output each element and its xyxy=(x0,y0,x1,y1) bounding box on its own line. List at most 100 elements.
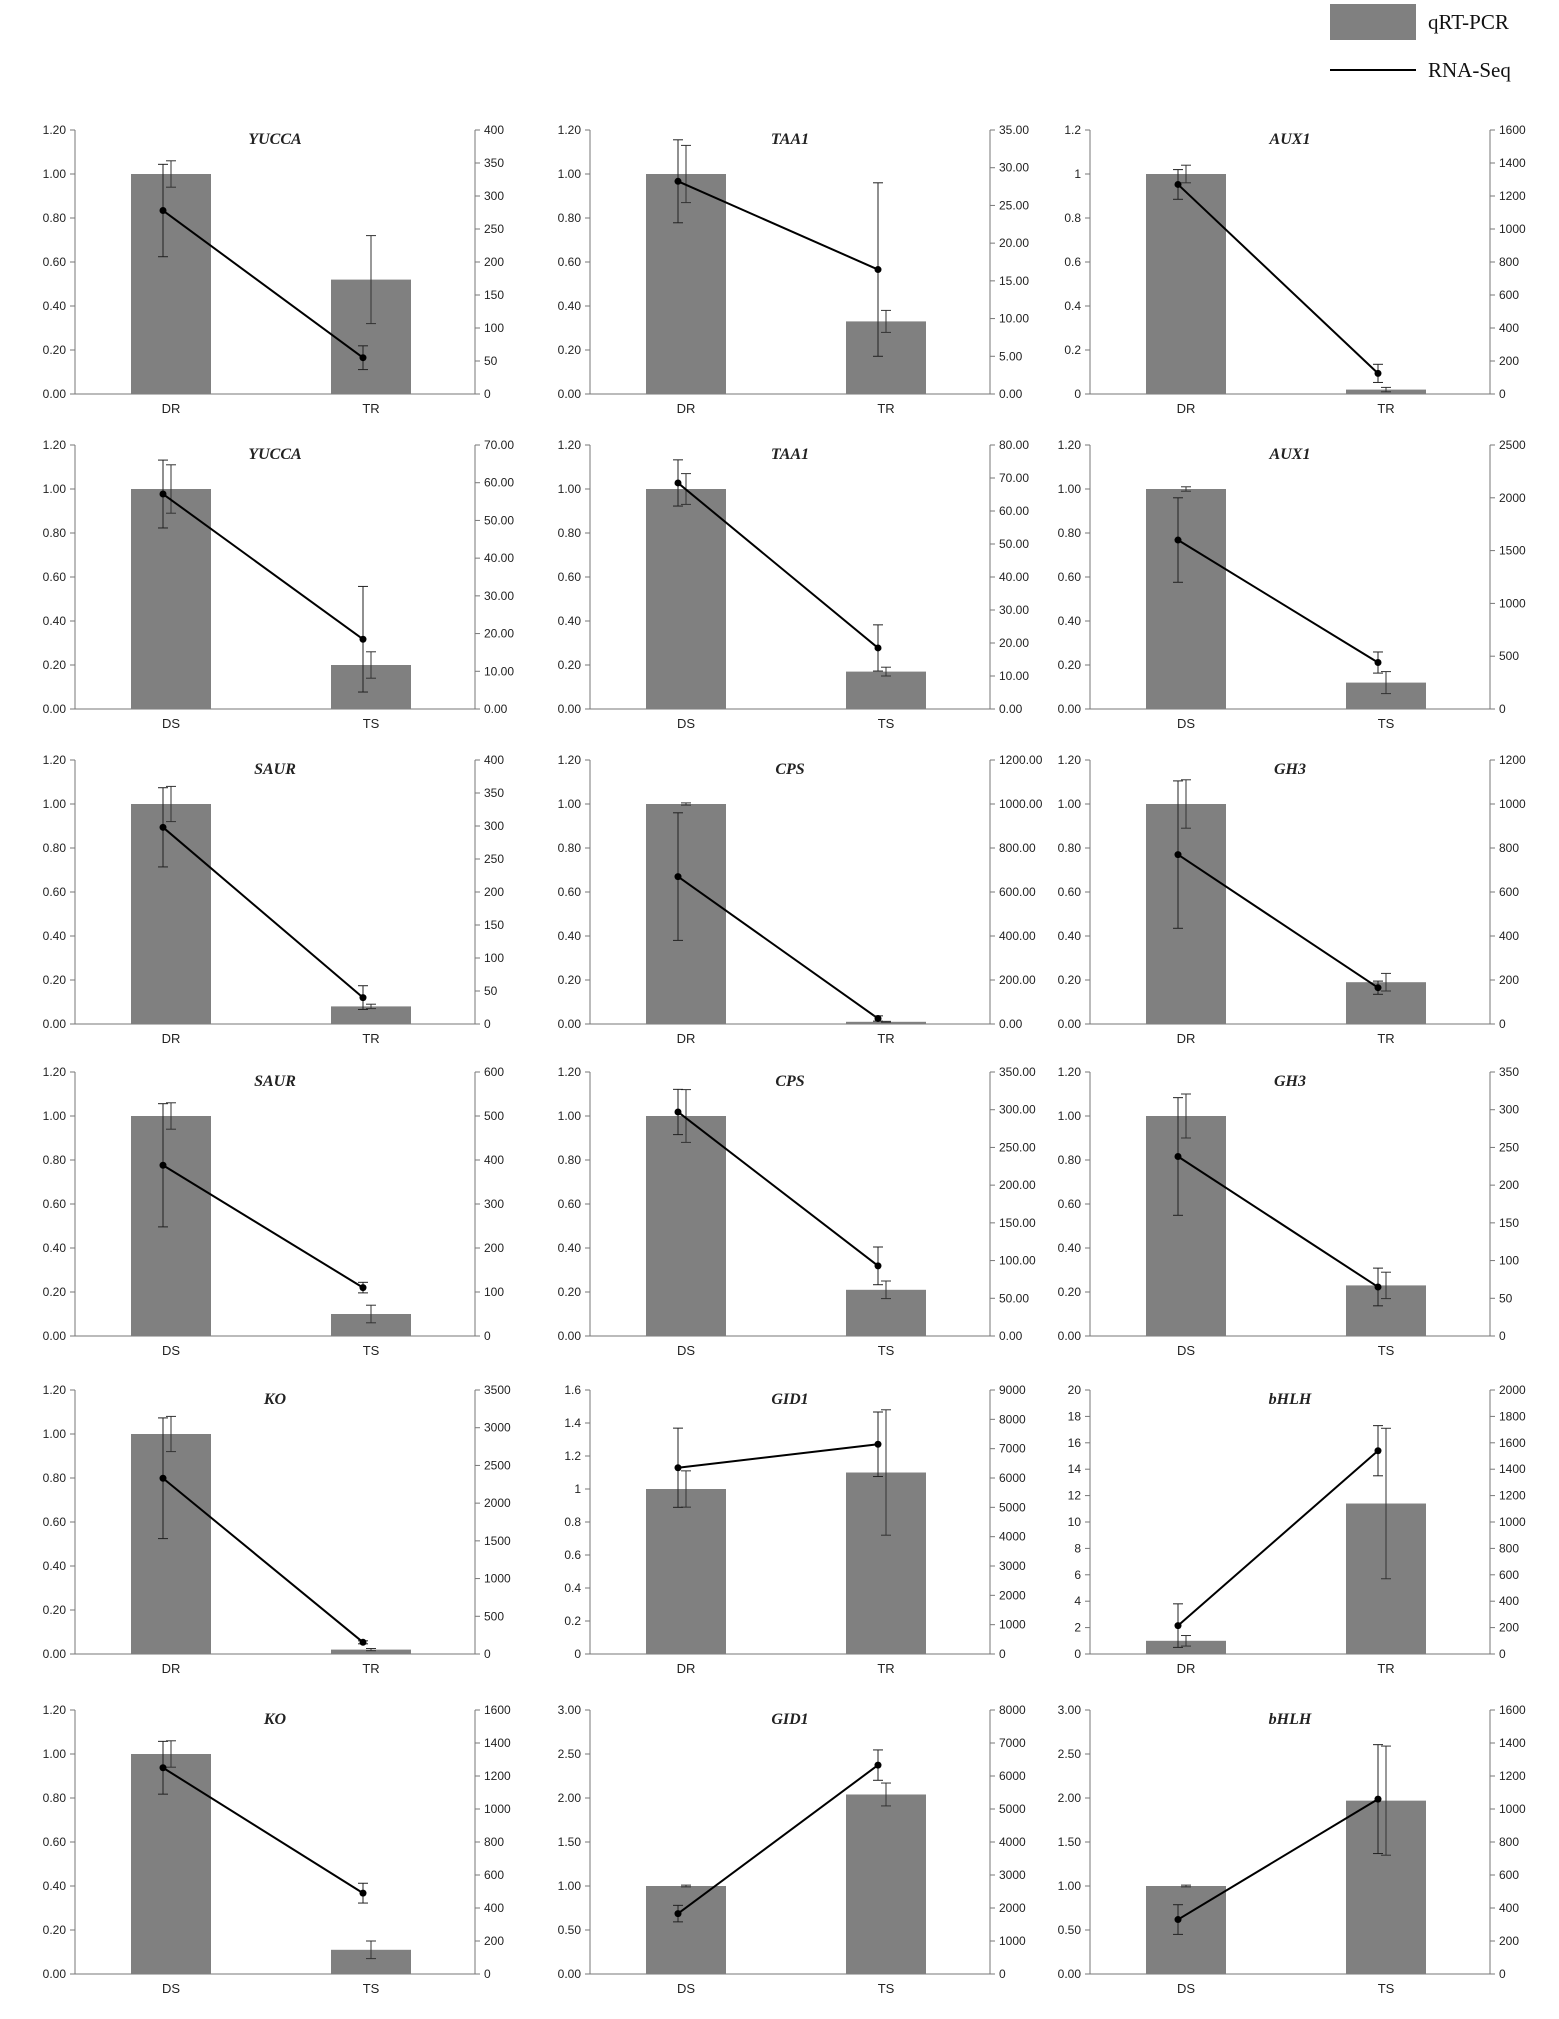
rna-seq-line xyxy=(162,1164,364,1289)
right-tick-label: 0 xyxy=(1499,1647,1506,1661)
x-tick-label: TS xyxy=(1378,716,1395,731)
right-tick-label: 400.00 xyxy=(999,929,1036,943)
right-tick-label: 60.00 xyxy=(999,504,1029,518)
bar-dr xyxy=(131,804,211,1024)
chart-panel: 0.00 0.20 0.40 0.60 0.80 1.00 1.20 0.00 50.00 100… xyxy=(558,1065,1036,1358)
left-tick-label: 0.60 xyxy=(43,1515,67,1529)
right-tick-label: 400 xyxy=(1499,1901,1519,1915)
rna-seq-point xyxy=(874,266,882,274)
right-tick-label: 350 xyxy=(484,786,504,800)
left-tick-label: 1.20 xyxy=(1058,1065,1082,1079)
right-tick-label: 15.00 xyxy=(999,274,1029,288)
chart-title: YUCCA xyxy=(248,131,302,148)
bar-ds xyxy=(1146,489,1226,709)
rna-seq-point xyxy=(1174,1622,1182,1630)
right-tick-label: 3000 xyxy=(999,1868,1026,1882)
chart-panel: 0.00 0.20 0.40 0.60 0.80 1.00 1.20 0 50 100 150 200… xyxy=(43,123,505,416)
right-tick-label: 800 xyxy=(1499,255,1519,269)
rna-seq-point xyxy=(1374,369,1382,377)
left-tick-label: 0.00 xyxy=(43,1647,67,1661)
right-tick-label: 0.00 xyxy=(999,1329,1023,1343)
legend-swatch-line xyxy=(1330,69,1416,71)
right-tick-label: 150 xyxy=(484,288,504,302)
left-tick-label: 0.60 xyxy=(1058,1197,1082,1211)
x-tick-label: TS xyxy=(1378,1343,1395,1358)
chart-panel: 0.00 0.50 1.00 1.50 2.00 2.50 3.00 0 1000 2000 300… xyxy=(558,1703,1026,1996)
chart-title: YUCCA xyxy=(248,446,302,463)
left-tick-label: 0.40 xyxy=(43,1879,67,1893)
right-tick-label: 0 xyxy=(1499,1967,1506,1981)
rna-seq-point xyxy=(1174,1916,1182,1924)
right-tick-label: 1600 xyxy=(1499,1436,1526,1450)
right-tick-label: 800.00 xyxy=(999,841,1036,855)
right-tick-label: 6000 xyxy=(999,1769,1026,1783)
right-tick-label: 200 xyxy=(484,885,504,899)
right-tick-label: 250 xyxy=(484,852,504,866)
right-tick-label: 0.00 xyxy=(484,702,508,716)
left-tick-label: 1.00 xyxy=(1058,482,1082,496)
left-tick-label: 0.2 xyxy=(1064,343,1081,357)
left-tick-label: 1.20 xyxy=(1058,753,1082,767)
right-tick-label: 300 xyxy=(1499,1103,1519,1117)
right-tick-label: 8000 xyxy=(999,1703,1026,1717)
chart-panel: 0.00 0.20 0.40 0.60 0.80 1.00 1.20 0.00 10.00 20.… xyxy=(43,438,515,731)
right-tick-label: 50.00 xyxy=(484,513,514,527)
x-tick-label: DS xyxy=(162,1343,180,1358)
right-tick-label: 2000 xyxy=(1499,491,1526,505)
bar-dr xyxy=(646,1489,726,1654)
left-tick-label: 0.00 xyxy=(43,1967,67,1981)
left-tick-label: 0.80 xyxy=(558,526,582,540)
bar-ds xyxy=(646,489,726,709)
right-tick-label: 3500 xyxy=(484,1383,511,1397)
right-tick-label: 0.00 xyxy=(999,1017,1023,1031)
left-tick-label: 0.20 xyxy=(1058,973,1082,987)
right-tick-label: 1000 xyxy=(1499,1802,1526,1816)
right-tick-label: 200 xyxy=(1499,1934,1519,1948)
right-tick-label: 2000 xyxy=(484,1496,511,1510)
chart-panel: 0.00 0.20 0.40 0.60 0.80 1.00 1.20 0 200 400 600 80… xyxy=(1058,753,1526,1046)
left-tick-label: 0.20 xyxy=(43,1923,67,1937)
left-tick-label: 10 xyxy=(1068,1515,1082,1529)
rna-seq-point xyxy=(874,1015,882,1022)
x-tick-label: DS xyxy=(1177,1981,1195,1996)
x-tick-label: DR xyxy=(1177,401,1196,416)
left-tick-label: 2.50 xyxy=(558,1747,582,1761)
legend-label-rna-seq: RNA-Seq xyxy=(1428,57,1511,82)
left-tick-label: 0.60 xyxy=(1058,885,1082,899)
left-tick-label: 1.20 xyxy=(43,1383,67,1397)
legend-item-rna-seq: RNA-Seq xyxy=(1330,50,1511,90)
left-tick-label: 0.00 xyxy=(43,387,67,401)
left-tick-label: 0.00 xyxy=(43,702,67,716)
right-tick-label: 200 xyxy=(484,1241,504,1255)
right-tick-label: 1400 xyxy=(1499,1462,1526,1476)
x-tick-label: TR xyxy=(877,401,894,416)
bar-ts xyxy=(846,671,926,709)
chart-title: GH3 xyxy=(1274,761,1306,778)
left-tick-label: 0.60 xyxy=(43,570,67,584)
right-tick-label: 400 xyxy=(484,123,504,137)
right-tick-label: 1000.00 xyxy=(999,797,1043,811)
left-tick-label: 0.00 xyxy=(1058,1017,1082,1031)
left-tick-label: 0.00 xyxy=(558,1967,582,1981)
right-tick-label: 0.00 xyxy=(999,702,1023,716)
left-tick-label: 0.20 xyxy=(558,973,582,987)
rna-seq-point xyxy=(359,1889,367,1897)
right-tick-label: 300 xyxy=(484,189,504,203)
left-tick-label: 1.00 xyxy=(1058,1109,1082,1123)
right-tick-label: 600.00 xyxy=(999,885,1036,899)
x-tick-label: DR xyxy=(1177,1031,1196,1046)
left-tick-label: 0.4 xyxy=(1064,299,1081,313)
rna-seq-point xyxy=(159,1764,167,1772)
left-tick-label: 0.60 xyxy=(558,255,582,269)
right-tick-label: 200 xyxy=(484,1934,504,1948)
right-tick-label: 0 xyxy=(1499,702,1506,716)
chart-panel: 0246810121416182002004006008001000120014… xyxy=(1068,1383,1526,1676)
right-tick-label: 200 xyxy=(1499,973,1519,987)
x-tick-label: DR xyxy=(677,401,696,416)
left-tick-label: 1.00 xyxy=(1058,797,1082,811)
rna-seq-point xyxy=(359,354,367,362)
left-tick-label: 1 xyxy=(1074,167,1081,181)
right-tick-label: 500 xyxy=(1499,649,1519,663)
rna-seq-point xyxy=(1374,1283,1382,1291)
left-tick-label: 0.60 xyxy=(43,255,67,269)
